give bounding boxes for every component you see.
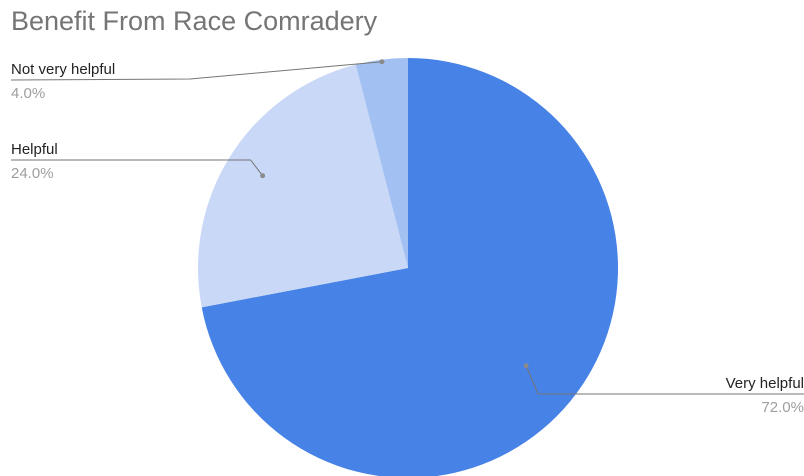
slice-label-helpful: Helpful [11,141,58,158]
pie-slice-very-helpful [201,58,618,476]
slice-label-very-helpful: Very helpful [726,375,804,392]
leader-dot-very-helpful [523,363,529,369]
pie-slice-not-very-helpful [355,58,408,268]
slice-percent-helpful: 24.0% [11,165,54,182]
chart-title: Benefit From Race Comradery [11,6,378,36]
pie-slices [198,58,618,476]
slice-labels: Very helpful 72.0% Helpful 24.0% Not very he… [11,61,804,416]
leader-line-helpful [11,159,264,177]
leader-dot-not-very-helpful [379,59,385,65]
slice-percent-not-very-helpful: 4.0% [11,85,45,102]
leader-line-not-very-helpful [10,61,382,81]
pie-slice-helpful [198,64,408,308]
slice-percent-very-helpful: 72.0% [761,399,804,416]
leader-lines [10,59,804,395]
slice-label-not-very-helpful: Not very helpful [11,61,115,78]
leader-line-very-helpful [525,365,804,395]
leader-dot-helpful [260,173,266,179]
